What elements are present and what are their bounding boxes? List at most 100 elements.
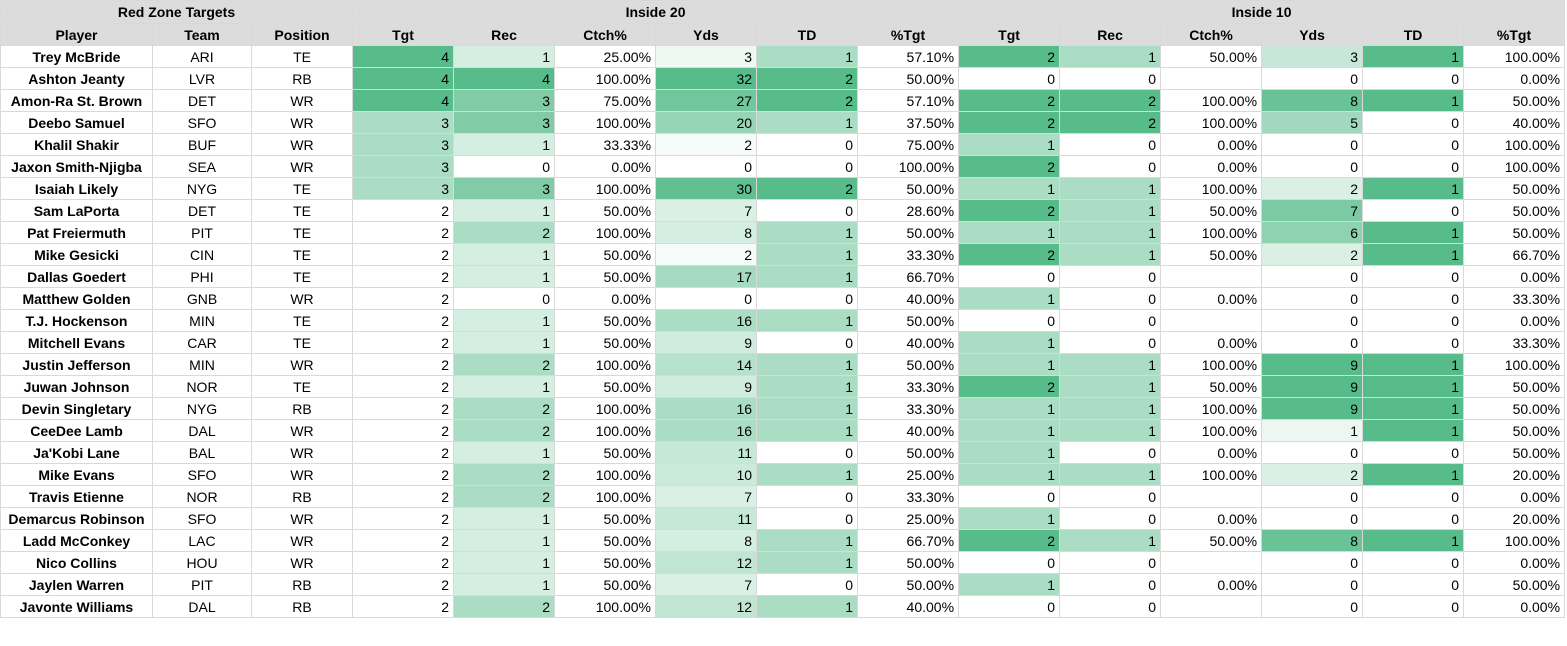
i20-td-cell[interactable]: 0 <box>756 155 859 178</box>
i20-td-cell[interactable]: 0 <box>756 133 859 156</box>
player-cell[interactable]: Matthew Golden <box>0 287 153 310</box>
i10-tgt-cell[interactable]: 0 <box>958 67 1061 90</box>
i20-ctch-cell[interactable]: 50.00% <box>554 529 657 552</box>
i10-ctch-cell[interactable]: 0.00% <box>1160 287 1263 310</box>
i10-rec-cell[interactable]: 1 <box>1059 243 1162 266</box>
i20-tgt-cell[interactable]: 2 <box>352 199 455 222</box>
position-cell[interactable]: WR <box>250 441 354 464</box>
i10-td-cell[interactable]: 1 <box>1362 45 1465 68</box>
team-cell[interactable]: SEA <box>152 155 252 178</box>
i10-td-cell[interactable]: 1 <box>1362 221 1465 244</box>
i10-tgt-cell[interactable]: 1 <box>958 287 1061 310</box>
i10-rec-cell[interactable]: 1 <box>1059 199 1162 222</box>
i20-tgt-cell[interactable]: 2 <box>352 265 455 288</box>
team-cell[interactable]: LAC <box>152 529 252 552</box>
i10-yds-cell[interactable]: 0 <box>1261 595 1364 618</box>
player-cell[interactable]: Juwan Johnson <box>0 375 153 398</box>
i10-tgt-cell[interactable]: 2 <box>958 45 1061 68</box>
i10-rec-cell[interactable]: 1 <box>1059 353 1162 376</box>
team-cell[interactable]: CIN <box>152 243 252 266</box>
i20-tgt-cell[interactable]: 2 <box>352 573 455 596</box>
i20-tgt-cell[interactable]: 2 <box>352 485 455 508</box>
i10-yds-cell[interactable]: 8 <box>1261 89 1364 112</box>
i20-rec-cell[interactable]: 3 <box>453 89 556 112</box>
position-cell[interactable]: TE <box>250 177 354 200</box>
i10-yds-cell[interactable]: 5 <box>1261 111 1364 134</box>
player-cell[interactable]: T.J. Hockenson <box>0 309 153 332</box>
position-cell[interactable]: TE <box>250 221 354 244</box>
column-header-i20-rec[interactable]: Rec <box>453 23 556 46</box>
i20-yds-cell[interactable]: 11 <box>655 441 758 464</box>
i20-pcttgt-cell[interactable]: 50.00% <box>857 221 960 244</box>
player-cell[interactable]: Sam LaPorta <box>0 199 153 222</box>
i10-yds-cell[interactable]: 9 <box>1261 397 1364 420</box>
i10-rec-cell[interactable]: 1 <box>1059 375 1162 398</box>
i10-rec-cell[interactable]: 0 <box>1059 441 1162 464</box>
player-cell[interactable]: Ashton Jeanty <box>0 67 153 90</box>
i20-ctch-cell[interactable]: 100.00% <box>554 221 657 244</box>
i20-td-cell[interactable]: 0 <box>756 287 859 310</box>
i10-tgt-cell[interactable]: 2 <box>958 375 1061 398</box>
i20-yds-cell[interactable]: 14 <box>655 353 758 376</box>
i20-ctch-cell[interactable]: 50.00% <box>554 243 657 266</box>
position-cell[interactable]: WR <box>250 551 354 574</box>
position-cell[interactable]: RB <box>250 595 354 618</box>
i20-td-cell[interactable]: 1 <box>756 595 859 618</box>
i10-rec-cell[interactable]: 0 <box>1059 595 1162 618</box>
i20-rec-cell[interactable]: 3 <box>453 111 556 134</box>
i10-pcttgt-cell[interactable]: 0.00% <box>1463 595 1566 618</box>
i20-rec-cell[interactable]: 0 <box>453 287 556 310</box>
i10-rec-cell[interactable]: 1 <box>1059 463 1162 486</box>
table-title-cell[interactable]: Red Zone Targets <box>0 0 354 24</box>
i10-td-cell[interactable]: 0 <box>1362 155 1465 178</box>
i10-yds-cell[interactable]: 0 <box>1261 331 1364 354</box>
i10-td-cell[interactable]: 0 <box>1362 111 1465 134</box>
i20-ctch-cell[interactable]: 50.00% <box>554 573 657 596</box>
i20-rec-cell[interactable]: 1 <box>453 133 556 156</box>
i10-ctch-cell[interactable]: 100.00% <box>1160 397 1263 420</box>
i10-tgt-cell[interactable]: 2 <box>958 243 1061 266</box>
player-cell[interactable]: Travis Etienne <box>0 485 153 508</box>
i20-tgt-cell[interactable]: 2 <box>352 397 455 420</box>
player-cell[interactable]: Javonte Williams <box>0 595 153 618</box>
i10-td-cell[interactable]: 0 <box>1362 67 1465 90</box>
i10-pcttgt-cell[interactable]: 0.00% <box>1463 67 1566 90</box>
i10-rec-cell[interactable]: 0 <box>1059 485 1162 508</box>
i10-rec-cell[interactable]: 0 <box>1059 265 1162 288</box>
i10-tgt-cell[interactable]: 1 <box>958 221 1061 244</box>
i10-td-cell[interactable]: 1 <box>1362 463 1465 486</box>
i20-yds-cell[interactable]: 11 <box>655 507 758 530</box>
i20-rec-cell[interactable]: 1 <box>453 309 556 332</box>
column-header-i10-yds[interactable]: Yds <box>1261 23 1364 46</box>
i20-rec-cell[interactable]: 1 <box>453 507 556 530</box>
column-header-i10-rec[interactable]: Rec <box>1059 23 1162 46</box>
i10-tgt-cell[interactable]: 2 <box>958 89 1061 112</box>
i10-ctch-cell[interactable] <box>1160 265 1263 288</box>
team-cell[interactable]: DAL <box>152 419 252 442</box>
i20-pcttgt-cell[interactable]: 25.00% <box>857 463 960 486</box>
i20-ctch-cell[interactable]: 50.00% <box>554 199 657 222</box>
i20-pcttgt-cell[interactable]: 50.00% <box>857 67 960 90</box>
i10-ctch-cell[interactable]: 50.00% <box>1160 375 1263 398</box>
column-header-player[interactable]: Player <box>0 23 153 46</box>
i20-td-cell[interactable]: 1 <box>756 375 859 398</box>
i20-tgt-cell[interactable]: 2 <box>352 529 455 552</box>
column-header-i10-ctch[interactable]: Ctch% <box>1160 23 1263 46</box>
i10-yds-cell[interactable]: 0 <box>1261 441 1364 464</box>
group-header-inside-20[interactable]: Inside 20 <box>352 0 960 24</box>
i20-ctch-cell[interactable]: 100.00% <box>554 177 657 200</box>
player-cell[interactable]: Pat Freiermuth <box>0 221 153 244</box>
i20-yds-cell[interactable]: 8 <box>655 529 758 552</box>
i20-ctch-cell[interactable]: 50.00% <box>554 507 657 530</box>
team-cell[interactable]: NYG <box>152 177 252 200</box>
position-cell[interactable]: WR <box>250 287 354 310</box>
i20-tgt-cell[interactable]: 2 <box>352 331 455 354</box>
i10-ctch-cell[interactable]: 100.00% <box>1160 221 1263 244</box>
team-cell[interactable]: NOR <box>152 485 252 508</box>
i10-rec-cell[interactable]: 1 <box>1059 177 1162 200</box>
i10-tgt-cell[interactable]: 1 <box>958 573 1061 596</box>
team-cell[interactable]: PIT <box>152 221 252 244</box>
team-cell[interactable]: PIT <box>152 573 252 596</box>
team-cell[interactable]: CAR <box>152 331 252 354</box>
i20-td-cell[interactable]: 0 <box>756 331 859 354</box>
